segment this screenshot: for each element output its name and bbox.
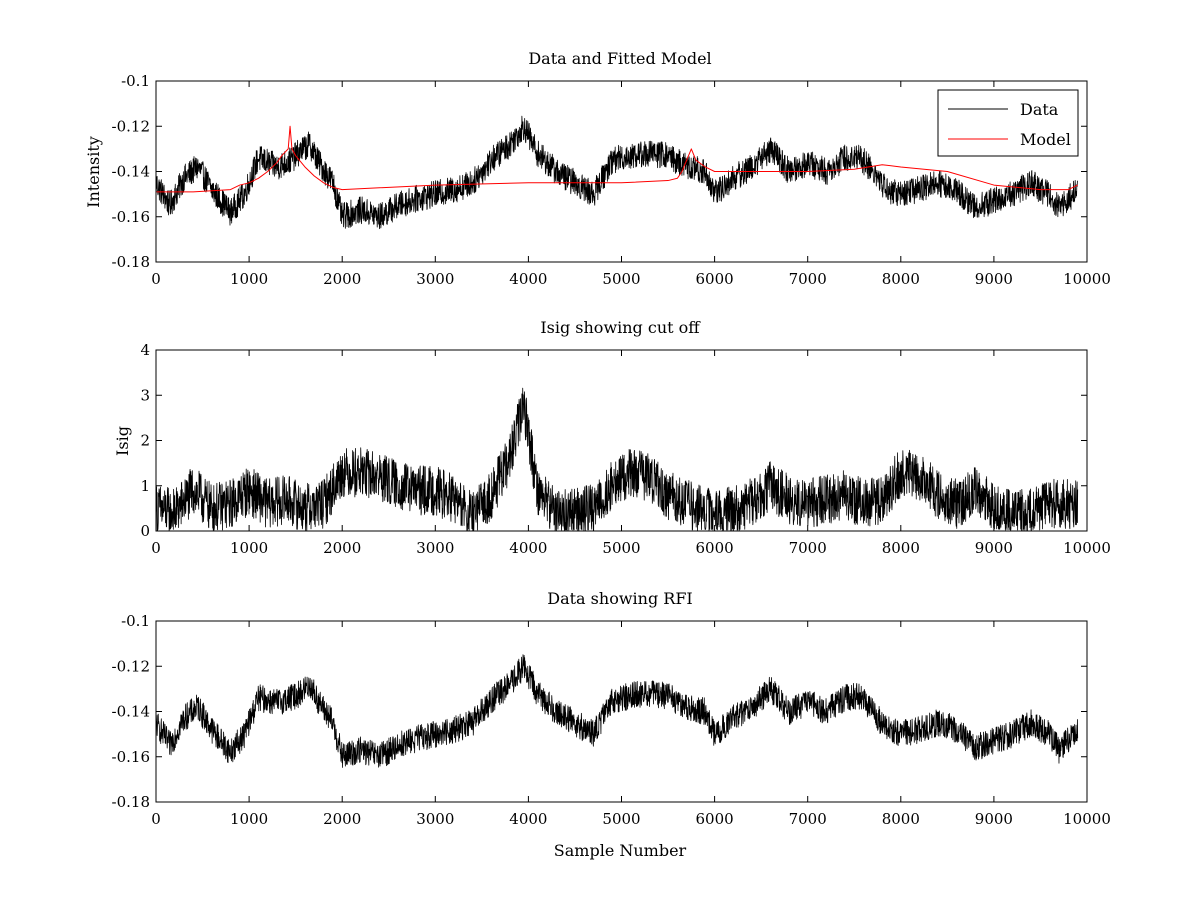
series-line-model <box>156 125 1078 193</box>
series-line-data <box>156 654 1079 768</box>
panel-data-showing-rfi: Data showing RFI Sample Number 0 1000 2000… <box>112 589 1111 860</box>
legend: Data Model <box>937 89 1079 157</box>
x-axis-label: Sample Number <box>554 841 687 860</box>
x-tick-label: 4000 <box>509 270 547 288</box>
x-tick-label: 5000 <box>602 539 640 557</box>
x-tick-label: 4000 <box>509 539 547 557</box>
x-tick-label: 0 <box>151 539 161 557</box>
series-line-data <box>156 115 1078 230</box>
x-tick-label: 10000 <box>1063 539 1111 557</box>
panel-data-and-fitted-model: Data and Fitted Model Intensity 0 1000 200… <box>84 49 1111 288</box>
x-tick-label: 0 <box>151 270 161 288</box>
x-tick-label: 2000 <box>323 810 361 828</box>
x-tick-label: 3000 <box>416 810 454 828</box>
x-tick-label: 9000 <box>975 810 1013 828</box>
y-tick-label: 2 <box>140 432 150 450</box>
y-tick-label: -0.16 <box>112 208 150 226</box>
y-tick-label: -0.1 <box>121 72 150 90</box>
x-tick-label: 9000 <box>975 539 1013 557</box>
x-tick-label: 1000 <box>230 810 268 828</box>
x-tick-label: 3000 <box>416 539 454 557</box>
y-tick-label: -0.1 <box>121 612 150 630</box>
x-tick-label: 6000 <box>696 810 734 828</box>
x-tick-label: 7000 <box>789 539 827 557</box>
chart-title: Data showing RFI <box>547 589 692 608</box>
y-tick-label: -0.14 <box>112 703 150 721</box>
x-tick-label: 5000 <box>602 810 640 828</box>
x-tick-label: 8000 <box>882 270 920 288</box>
x-tick-label: 10000 <box>1063 270 1111 288</box>
y-tick-label: -0.18 <box>112 793 150 811</box>
legend-label-data: Data <box>1020 100 1059 119</box>
x-tick-label: 4000 <box>509 810 547 828</box>
plot-area <box>156 654 1079 768</box>
y-axis-label: Intensity <box>84 136 103 208</box>
panel-isig-showing-cut-off: Isig showing cut off Isig 0 1000 2000 3000 4… <box>113 318 1111 557</box>
x-tick-label: 1000 <box>230 539 268 557</box>
x-tick-label: 5000 <box>602 270 640 288</box>
series-line-isig <box>156 387 1079 531</box>
y-tick-label: 4 <box>140 341 150 359</box>
legend-box <box>937 89 1079 157</box>
y-tick-label: 3 <box>140 386 150 404</box>
x-tick-label: 0 <box>151 810 161 828</box>
y-tick-label: -0.12 <box>112 117 150 135</box>
x-tick-label: 3000 <box>416 270 454 288</box>
y-tick-label: 0 <box>140 522 150 540</box>
chart-title: Isig showing cut off <box>540 318 701 337</box>
y-tick-label: -0.12 <box>112 657 150 675</box>
x-tick-label: 6000 <box>696 539 734 557</box>
x-tick-label: 1000 <box>230 270 268 288</box>
legend-label-model: Model <box>1020 130 1071 149</box>
x-tick-label: 10000 <box>1063 810 1111 828</box>
x-tick-label: 8000 <box>882 810 920 828</box>
y-axis-label: Isig <box>113 426 132 456</box>
y-tick-label: -0.14 <box>112 163 150 181</box>
plot-area <box>156 115 1078 230</box>
x-tick-label: 7000 <box>789 270 827 288</box>
x-tick-label: 7000 <box>789 810 827 828</box>
x-tick-label: 2000 <box>323 270 361 288</box>
x-tick-label: 2000 <box>323 539 361 557</box>
x-tick-label: 8000 <box>882 539 920 557</box>
chart-title: Data and Fitted Model <box>528 49 711 68</box>
y-tick-label: 1 <box>140 477 150 495</box>
plot-area <box>156 387 1079 531</box>
y-tick-label: -0.18 <box>112 253 150 271</box>
y-tick-label: -0.16 <box>112 748 150 766</box>
x-tick-label: 6000 <box>696 270 734 288</box>
x-tick-label: 9000 <box>975 270 1013 288</box>
